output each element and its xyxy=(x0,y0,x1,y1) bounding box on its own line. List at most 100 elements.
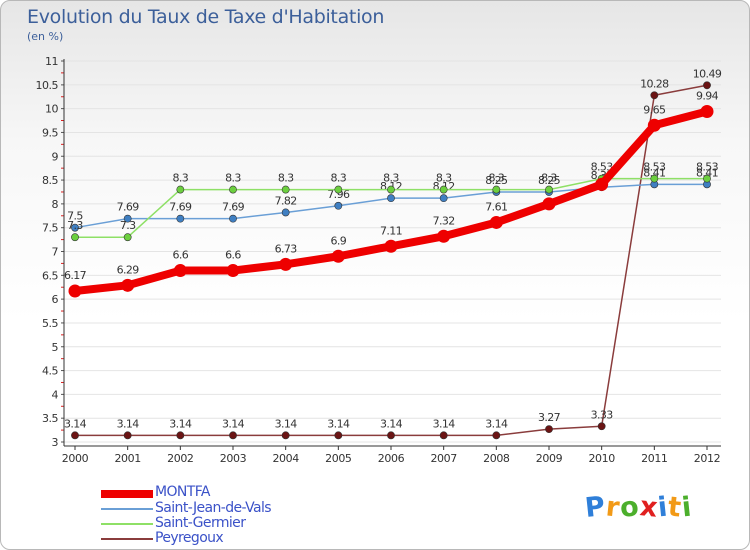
data-label: 3.14 xyxy=(485,417,508,430)
data-label: 8.25 xyxy=(538,174,561,187)
x-tick-label: 2009 xyxy=(536,452,563,465)
legend-item-peyregoux[interactable]: Peyregoux xyxy=(101,530,361,546)
data-point[interactable] xyxy=(384,239,398,253)
data-point[interactable] xyxy=(229,214,237,223)
data-point[interactable] xyxy=(123,233,132,242)
y-tick-label: 9.5 xyxy=(42,126,58,139)
data-label: 3.14 xyxy=(222,417,245,430)
data-point[interactable] xyxy=(71,431,79,440)
data-point[interactable] xyxy=(334,185,343,194)
data-point[interactable] xyxy=(437,229,451,243)
y-tick-label: 4 xyxy=(52,388,59,401)
data-point[interactable] xyxy=(176,431,185,440)
data-point[interactable] xyxy=(597,422,606,431)
data-label: 8.3 xyxy=(278,172,294,185)
data-label: 7.5 xyxy=(67,210,83,223)
data-point[interactable] xyxy=(700,104,714,118)
data-point[interactable] xyxy=(647,118,661,132)
data-point[interactable] xyxy=(334,431,343,440)
data-label: 8.41 xyxy=(696,166,718,179)
data-label: 7.69 xyxy=(169,201,192,214)
data-point[interactable] xyxy=(545,425,553,434)
data-point[interactable] xyxy=(331,249,345,263)
data-point[interactable] xyxy=(492,185,501,194)
data-point[interactable] xyxy=(703,81,711,90)
series-line-peyregoux xyxy=(74,84,708,437)
proxiti-logo[interactable]: Proxiti xyxy=(583,491,695,524)
data-label: 8.53 xyxy=(643,161,666,174)
data-label: 8.3 xyxy=(330,172,346,185)
data-point[interactable] xyxy=(68,284,82,298)
data-point[interactable] xyxy=(123,214,132,223)
series-montfa: 6.17 6.29 6.6 6.6 6.73 6.9 7.11 7.32 7.61 9.65 9.9… xyxy=(64,89,719,298)
y-tick-label: 8 xyxy=(52,198,59,211)
x-tick-label: 2003 xyxy=(220,452,247,465)
data-label: 7.61 xyxy=(485,200,507,213)
data-point[interactable] xyxy=(439,194,448,203)
data-point[interactable] xyxy=(229,185,237,194)
y-tick-label: 7.5 xyxy=(42,222,58,235)
data-label: 3.27 xyxy=(538,411,561,424)
data-label: 6.9 xyxy=(330,234,346,247)
data-label: 3.33 xyxy=(591,408,614,421)
legend-item-saint-germier[interactable]: Saint-Germier xyxy=(101,515,361,531)
chart-title: Evolution du Taux de Taxe d'Habitation xyxy=(27,6,385,28)
legend-label-saint-jean-de-vals: Saint-Jean-de-Vals xyxy=(155,500,272,516)
data-point[interactable] xyxy=(176,214,185,223)
data-label: 8.3 xyxy=(541,172,557,185)
data-label: 8.25 xyxy=(485,174,508,187)
data-point[interactable] xyxy=(542,197,556,211)
data-point[interactable] xyxy=(387,185,395,194)
data-label: 3.14 xyxy=(380,417,403,430)
data-point[interactable] xyxy=(121,278,135,292)
data-point[interactable] xyxy=(281,185,290,194)
legend-label-saint-germier: Saint-Germier xyxy=(155,515,246,531)
data-point[interactable] xyxy=(281,208,290,217)
logo-letter: i xyxy=(680,491,695,524)
data-point[interactable] xyxy=(229,431,237,440)
data-label: 6.73 xyxy=(275,242,298,255)
y-tick-label: 3 xyxy=(52,436,59,449)
data-point[interactable] xyxy=(489,215,503,229)
data-point[interactable] xyxy=(545,185,553,194)
y-tick-label: 6 xyxy=(52,293,59,306)
data-point[interactable] xyxy=(650,174,659,183)
data-point[interactable] xyxy=(279,257,293,271)
legend-item-montfa[interactable]: MONTFA xyxy=(101,484,361,500)
data-point[interactable] xyxy=(71,223,79,232)
data-point[interactable] xyxy=(650,91,659,100)
data-point[interactable] xyxy=(176,185,185,194)
data-point[interactable] xyxy=(387,431,395,440)
data-point[interactable] xyxy=(595,177,609,191)
data-label: 10.49 xyxy=(693,67,722,80)
data-point[interactable] xyxy=(173,264,187,278)
data-point[interactable] xyxy=(439,431,448,440)
data-point[interactable] xyxy=(703,174,711,183)
legend-item-saint-jean-de-vals[interactable]: Saint-Jean-de-Vals xyxy=(101,500,361,516)
x-tick-label: 2010 xyxy=(588,452,615,465)
legend-label-peyregoux: Peyregoux xyxy=(155,530,224,546)
y-tick-label: 9 xyxy=(52,150,59,163)
data-point[interactable] xyxy=(123,431,132,440)
data-point[interactable] xyxy=(226,264,240,278)
x-tick-label: 2007 xyxy=(430,452,457,465)
x-tick-label: 2005 xyxy=(325,452,352,465)
data-label: 3.14 xyxy=(275,417,298,430)
data-point[interactable] xyxy=(334,201,343,210)
data-point[interactable] xyxy=(281,431,290,440)
y-tick-label: 3.5 xyxy=(42,412,58,425)
data-point[interactable] xyxy=(492,431,501,440)
y-tick-label: 5 xyxy=(52,341,59,354)
x-tick-label: 2008 xyxy=(483,452,510,465)
data-label: 8.3 xyxy=(225,172,241,185)
data-point[interactable] xyxy=(71,233,79,242)
x-tick-label: 2006 xyxy=(378,452,405,465)
data-label: 3.14 xyxy=(117,417,140,430)
legend-swatch-saint-jean-de-vals xyxy=(101,508,153,510)
data-label: 9.94 xyxy=(696,89,719,102)
data-point[interactable] xyxy=(439,185,448,194)
data-label: 8.3 xyxy=(436,172,452,185)
data-point[interactable] xyxy=(387,194,395,203)
x-tick-label: 2011 xyxy=(641,452,667,465)
